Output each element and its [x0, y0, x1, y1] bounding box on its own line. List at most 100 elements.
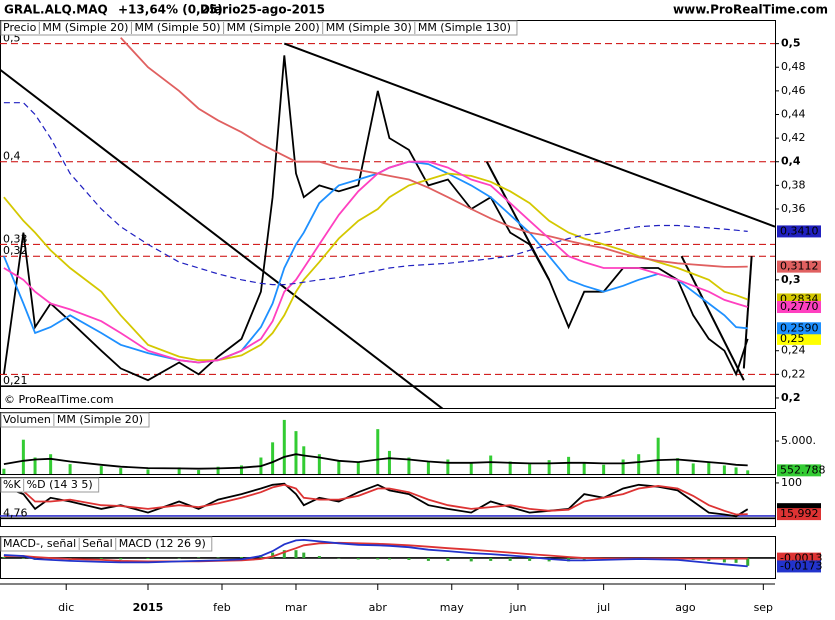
bar: [282, 419, 286, 474]
x-tick-label: ago: [675, 601, 696, 614]
bar: [691, 463, 695, 474]
trendline: [0, 68, 444, 408]
trendline: [680, 255, 745, 381]
x-tick-label: dic: [58, 601, 74, 614]
bar: [722, 465, 726, 474]
bar: [528, 557, 532, 561]
series-line: [3, 102, 748, 286]
value-label-box: [777, 322, 821, 335]
bar: [489, 557, 493, 561]
panel: 0,50,40,330,320,21: [0, 32, 775, 408]
y-tick-label: 0,5: [781, 37, 801, 50]
legend-entry: MACD (12 26 9): [119, 537, 206, 550]
level-label: 4,76: [3, 506, 28, 519]
panel: 4,76: [0, 482, 775, 519]
bar: [567, 456, 571, 474]
y-tick-label: 0,36: [781, 202, 806, 215]
site: www.ProRealTime.com: [673, 3, 828, 17]
y-tick-label: 0,46: [781, 84, 806, 97]
bar: [216, 466, 220, 474]
legend-entry: MM (Simple 50): [134, 21, 220, 34]
value-label: 0,2590: [780, 321, 819, 334]
x-tick-label: mar: [285, 601, 307, 614]
legend-entry: MM (Simple 130): [418, 21, 511, 34]
value-label: 0,3112: [780, 260, 819, 273]
y-tick-label: 0,2: [781, 391, 801, 404]
legend-box: [0, 412, 150, 428]
value-label: 15,992: [780, 507, 819, 520]
bar: [426, 462, 430, 474]
y-tick-label: 0,38: [781, 178, 806, 191]
y-tick-label: 0,4: [781, 155, 801, 168]
bar: [356, 557, 360, 560]
value-label: 0,3410: [780, 224, 819, 237]
bar: [734, 467, 738, 474]
level-label: 0,21: [3, 374, 28, 387]
x-tick-label: may: [440, 601, 464, 614]
legend: Volumen MM (Simple 20): [0, 412, 150, 428]
bar: [119, 557, 123, 560]
bar: [547, 460, 551, 474]
x-tick-label: jul: [596, 601, 610, 614]
legend-entry: Señal: [82, 537, 113, 550]
value-label: 0,2770: [780, 300, 819, 313]
bar: [707, 461, 711, 474]
x-tick-label: abr: [369, 601, 388, 614]
bar: [216, 557, 220, 558]
trendline: [283, 42, 775, 228]
legend: Precio MM (Simple 20) MM (Simple 50) MM (Si…: [0, 20, 518, 36]
legend-box: [0, 20, 518, 36]
y-tick-label: 5.000.: [781, 434, 816, 447]
legend-entry: Precio: [3, 21, 37, 34]
bar: [2, 468, 6, 474]
bar: [302, 446, 306, 474]
bar: [197, 470, 201, 474]
bar: [239, 465, 243, 474]
bar: [49, 557, 53, 560]
bar: [33, 457, 37, 474]
bar: [469, 463, 473, 474]
bar: [271, 442, 275, 474]
bar: [407, 457, 411, 474]
bar: [734, 557, 738, 563]
bar: [99, 557, 103, 560]
bar: [271, 552, 275, 558]
value-label-box: [777, 301, 821, 314]
value-label: -0,0173: [780, 559, 822, 572]
bar: [426, 557, 430, 561]
bar: [146, 469, 150, 474]
bar: [387, 557, 391, 560]
bar: [508, 557, 512, 561]
bar: [119, 468, 123, 474]
bar: [239, 557, 243, 558]
bar: [582, 462, 586, 474]
bar: [68, 464, 72, 474]
bar: [407, 557, 411, 560]
bar: [621, 459, 625, 474]
bar: [177, 467, 181, 474]
panel: [2, 419, 750, 474]
bar: [337, 557, 341, 559]
bar: [49, 454, 53, 474]
bar: [746, 470, 750, 474]
level-label: 0,4: [3, 150, 21, 163]
y-tick-label: 0,42: [781, 131, 806, 144]
legend-entry: MM (Simple 20): [42, 21, 128, 34]
bar: [469, 557, 473, 562]
legend-entry: MACD-, señal: [3, 537, 76, 550]
legend-entry: MM (Simple 200): [227, 21, 320, 34]
bar: [446, 459, 450, 474]
value-label-box: [777, 260, 821, 273]
series-line: [3, 483, 748, 516]
legend-box: [0, 477, 100, 493]
header-bar: [0, 0, 835, 20]
panel-frame: [0, 477, 776, 527]
value-label-box: [777, 332, 821, 345]
x-tick-label: jun: [508, 601, 526, 614]
series-line: [120, 37, 748, 268]
ticker: GRAL.ALQ.MAQ: [4, 3, 108, 17]
legend-entry: MM (Simple 20): [57, 413, 143, 426]
bar: [177, 557, 181, 559]
